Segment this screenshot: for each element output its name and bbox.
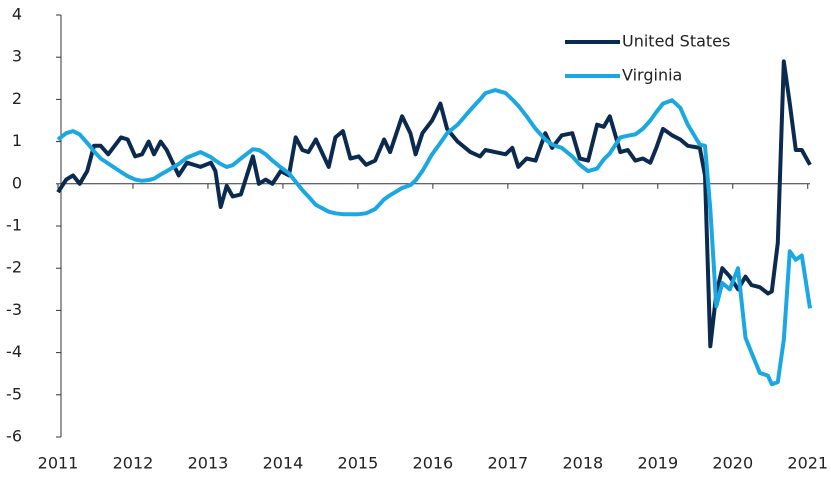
y-tick-label: 4 bbox=[12, 5, 22, 24]
x-tick-label: 2015 bbox=[338, 454, 379, 473]
y-tick-label: -2 bbox=[6, 258, 22, 277]
x-tick-label: 2011 bbox=[38, 454, 79, 473]
y-tick-label: -3 bbox=[6, 300, 22, 319]
y-tick-label: 2 bbox=[12, 89, 22, 108]
y-tick-label: -5 bbox=[6, 384, 22, 403]
x-tick-label: 2013 bbox=[188, 454, 229, 473]
x-tick-label: 2016 bbox=[413, 454, 454, 473]
x-tick-label: 2018 bbox=[562, 454, 603, 473]
x-tick-label: 2012 bbox=[113, 454, 154, 473]
y-tick-label: -4 bbox=[6, 342, 22, 361]
x-tick-label: 2014 bbox=[263, 454, 304, 473]
y-tick-label: -6 bbox=[6, 427, 22, 446]
legend-label: United States bbox=[622, 32, 730, 51]
y-tick-label: 3 bbox=[12, 47, 22, 66]
x-tick-label: 2020 bbox=[712, 454, 753, 473]
legend-label: Virginia bbox=[622, 66, 682, 85]
x-tick-label: 2019 bbox=[637, 454, 678, 473]
x-tick-label: 2021 bbox=[787, 454, 828, 473]
y-tick-label: 0 bbox=[12, 173, 22, 192]
line-series bbox=[56, 88, 812, 387]
x-tick-label: 2017 bbox=[487, 454, 528, 473]
y-tick-label: -1 bbox=[6, 216, 22, 235]
y-tick-label: 1 bbox=[12, 131, 22, 150]
line-series bbox=[56, 59, 812, 349]
